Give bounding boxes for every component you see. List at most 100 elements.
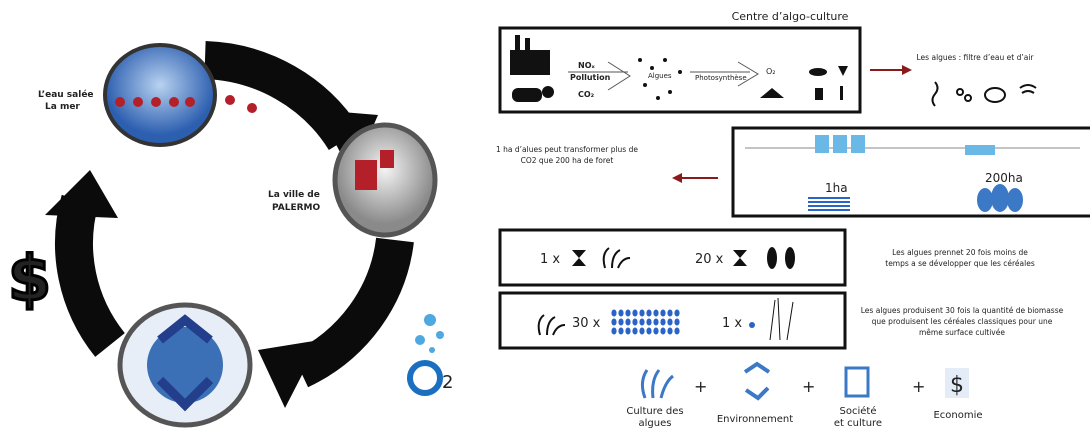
recycle-arrows [156, 314, 214, 412]
red-arrowhead [902, 65, 912, 75]
drop [660, 309, 666, 317]
filter-caption: Les algues : filtre d’eau et d’air [917, 53, 1035, 62]
drop [646, 309, 652, 317]
growth-cereal: 20 x [695, 252, 724, 267]
trees [977, 184, 1023, 212]
sea-label: L’eau salée [38, 89, 94, 100]
pillar-label: Economie [933, 410, 982, 421]
drop [611, 327, 617, 335]
pillar-label: Culture des [626, 406, 683, 417]
algues: Algues [648, 72, 672, 80]
algae-dots [115, 95, 257, 113]
factory-car [510, 35, 554, 102]
hourglass [572, 250, 586, 266]
economy-pillar-icon: $ [950, 373, 964, 398]
o2-bubbles [415, 314, 444, 353]
pillar-label: Société [840, 405, 877, 417]
growth-algae: 1 x [540, 252, 560, 267]
drop [625, 327, 631, 335]
drop [625, 309, 631, 317]
society-pillar-icon [844, 366, 870, 398]
drop [625, 318, 631, 326]
economy-pillar-bg [945, 368, 969, 398]
area-small: 1ha [825, 181, 848, 195]
drops [611, 309, 680, 335]
growth-caption: temps a se développer que les céréales [885, 259, 1035, 268]
drop [660, 318, 666, 326]
products [809, 66, 848, 100]
drop [639, 327, 645, 335]
pillar-label: et culture [834, 418, 882, 429]
drop [674, 309, 680, 317]
drop [618, 309, 624, 317]
drop [646, 318, 652, 326]
city-disc [332, 122, 438, 238]
drop [646, 327, 652, 335]
process-box [498, 26, 862, 114]
drop [632, 327, 638, 335]
biomass-caption: Les algues produisent 30 fois la quantit… [861, 306, 1064, 315]
arrow [690, 61, 759, 87]
drop [749, 322, 755, 328]
sea-disc [103, 43, 217, 147]
arrow [568, 61, 631, 91]
o2: O₂ [766, 67, 776, 76]
pillar-label: Environnement [717, 414, 793, 425]
area-large: 200ha [985, 171, 1023, 185]
plus: + [912, 377, 925, 396]
algae-pillar-icon [640, 369, 674, 399]
nox: NOₓ [578, 61, 595, 70]
drop [660, 327, 666, 335]
area-box [731, 126, 1090, 218]
drop [639, 309, 645, 317]
area-caption: 1 ha d’alues peut transformer plus de [496, 145, 638, 154]
pillar-label: algues [639, 418, 672, 429]
plus: + [694, 377, 707, 396]
drop [667, 327, 673, 335]
drop [639, 318, 645, 326]
drop [653, 309, 659, 317]
drop [667, 318, 673, 326]
growth-caption: Les algues prennet 20 fois moins de [892, 248, 1028, 257]
photosynthese: Photosynthèse [695, 74, 747, 82]
drop [653, 318, 659, 326]
biomass-caption: même surface cultivée [919, 328, 1005, 337]
dots [638, 58, 682, 100]
sea-label: La mer [45, 102, 80, 112]
drop [667, 309, 673, 317]
drop [674, 318, 680, 326]
biomass-algae: 30 x [572, 316, 601, 331]
biomass-box [498, 291, 847, 350]
drop [618, 318, 624, 326]
dollar-icon: $ [8, 242, 51, 315]
co2: CO₂ [578, 90, 595, 99]
red-arrowhead [672, 173, 682, 183]
city-label: PALERMO [272, 203, 321, 213]
title: Centre d’algo-culture [732, 10, 849, 23]
drop [632, 309, 638, 317]
cages [815, 135, 995, 155]
algae-icon [602, 247, 631, 269]
hourglass [733, 250, 747, 266]
drop [632, 318, 638, 326]
pile [760, 88, 784, 98]
o2-sub: 2 [442, 372, 453, 393]
growth-box [498, 228, 847, 287]
city-label: La ville de [268, 190, 320, 200]
area-caption: CO2 que 200 ha de foret [521, 156, 614, 165]
biomass-cereal: 1 x [722, 316, 742, 331]
o2-ring [407, 360, 443, 396]
pollution: Pollution [570, 73, 611, 82]
stalks [769, 297, 794, 341]
algae-icon [537, 314, 566, 336]
drop [611, 309, 617, 317]
biomass-caption: que produisent les céréales classiques p… [872, 317, 1053, 326]
drop [653, 327, 659, 335]
recycle-pillar-icon [743, 361, 771, 401]
stripes [808, 197, 850, 211]
drop [618, 327, 624, 335]
city-marks [355, 150, 394, 190]
filter-icons [931, 81, 1037, 107]
grain-icons [767, 247, 795, 269]
